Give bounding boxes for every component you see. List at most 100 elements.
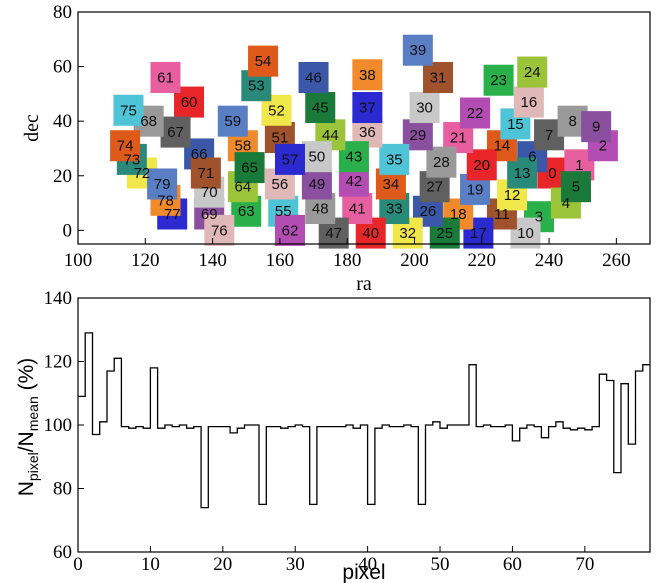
sky-pixel-label-68: 68 bbox=[140, 113, 157, 130]
sky-patch-46 bbox=[298, 62, 329, 94]
top-y-tick-label: 20 bbox=[53, 166, 72, 187]
sky-patch-28 bbox=[426, 146, 457, 178]
sky-pixel-label-29: 29 bbox=[409, 127, 426, 144]
sky-pixel-label-63: 63 bbox=[238, 203, 255, 220]
sky-patch-54 bbox=[248, 45, 279, 77]
sky-patch-79 bbox=[147, 168, 178, 200]
sky-pixel-label-55: 55 bbox=[275, 203, 292, 220]
sky-pixel-label-47: 47 bbox=[325, 225, 342, 242]
bottom-x-tick-label: 70 bbox=[575, 554, 594, 575]
sky-patch-67 bbox=[160, 116, 191, 148]
sky-pixel-label-17: 17 bbox=[470, 225, 487, 242]
bottom-panel: 0 10 20 30 40 50 60 70 60 80 100 120 140 pixel Npix… bbox=[15, 288, 651, 583]
sky-patch-45 bbox=[305, 92, 336, 124]
sky-pixel-label-6: 6 bbox=[528, 149, 536, 166]
sky-pixel-label-3: 3 bbox=[535, 209, 543, 226]
sky-pixel-label-7: 7 bbox=[545, 127, 553, 144]
sky-pixel-label-9: 9 bbox=[592, 119, 600, 136]
bottom-x-tick-label: 20 bbox=[213, 554, 232, 575]
sky-pixel-label-10: 10 bbox=[517, 225, 534, 242]
sky-pixel-label-75: 75 bbox=[120, 102, 137, 119]
sky-pixel-label-57: 57 bbox=[282, 151, 299, 168]
top-x-tick-label: 200 bbox=[400, 250, 429, 271]
bottom-x-axis-label: pixel bbox=[342, 561, 385, 583]
sky-patch-74 bbox=[110, 130, 141, 162]
sky-patch-39 bbox=[402, 34, 433, 66]
top-y-tick-label: 40 bbox=[53, 111, 72, 132]
bottom-x-tick-label: 40 bbox=[358, 554, 377, 575]
bottom-x-tick-label: 50 bbox=[431, 554, 450, 575]
sky-patch-49 bbox=[301, 168, 332, 200]
sky-pixel-label-58: 58 bbox=[235, 138, 252, 155]
sky-pixel-label-78: 78 bbox=[157, 192, 174, 209]
sky-pixel-label-18: 18 bbox=[450, 206, 467, 223]
sky-pixel-label-22: 22 bbox=[467, 105, 484, 122]
top-y-ticks: 0 20 40 60 80 bbox=[53, 2, 84, 241]
bottom-y-tick-label: 100 bbox=[44, 415, 73, 436]
sky-pixel-label-52: 52 bbox=[268, 102, 285, 119]
sky-pixel-label-69: 69 bbox=[201, 206, 218, 223]
sky-pixel-label-31: 31 bbox=[430, 70, 447, 87]
sky-patch-30 bbox=[409, 92, 440, 124]
sky-pixel-label-1: 1 bbox=[575, 157, 583, 174]
bottom-y-tick-label: 140 bbox=[44, 288, 73, 309]
top-x-tick-label: 120 bbox=[131, 250, 160, 271]
sky-pixel-label-62: 62 bbox=[282, 222, 299, 239]
sky-patch-38 bbox=[352, 59, 383, 91]
sky-pixel-label-36: 36 bbox=[359, 124, 376, 141]
sky-pixel-label-15: 15 bbox=[507, 116, 524, 133]
bottom-x-ticks: 0 10 20 30 40 50 60 70 bbox=[73, 546, 594, 575]
bottom-y-tick-label: 120 bbox=[44, 352, 73, 373]
sky-pixel-label-66: 66 bbox=[191, 146, 208, 163]
sky-pixel-label-30: 30 bbox=[416, 100, 433, 117]
sky-pixel-label-72: 72 bbox=[134, 165, 151, 182]
sky-pixel-label-70: 70 bbox=[201, 184, 218, 201]
top-x-tick-label: 240 bbox=[535, 250, 564, 271]
sky-patch-50 bbox=[301, 141, 332, 173]
sky-pixel-label-45: 45 bbox=[312, 100, 329, 117]
top-x-axis-label: ra bbox=[356, 273, 372, 295]
sky-pixel-label-39: 39 bbox=[409, 42, 426, 59]
top-x-tick-label: 140 bbox=[198, 250, 227, 271]
sky-patch-61 bbox=[150, 62, 181, 94]
top-x-tick-label: 220 bbox=[468, 250, 497, 271]
bottom-x-tick-label: 10 bbox=[141, 554, 160, 575]
sky-pixel-label-71: 71 bbox=[198, 165, 215, 182]
sky-pixel-label-37: 37 bbox=[359, 100, 376, 117]
sky-pixel-label-43: 43 bbox=[346, 149, 363, 166]
sky-patch-5 bbox=[560, 171, 591, 203]
sky-pixel-label-35: 35 bbox=[386, 151, 403, 168]
sky-pixel-label-77: 77 bbox=[164, 206, 181, 223]
sky-pixel-label-24: 24 bbox=[524, 64, 541, 81]
top-y-axis-label: dec bbox=[21, 114, 43, 142]
sky-patch-57 bbox=[274, 143, 305, 175]
sky-pixel-label-46: 46 bbox=[305, 70, 322, 87]
top-x-tick-label: 180 bbox=[333, 250, 362, 271]
sky-patch-37 bbox=[352, 92, 383, 124]
bottom-y-tick-label: 60 bbox=[53, 542, 72, 563]
top-axes-frame bbox=[77, 11, 651, 245]
bottom-x-tick-label: 30 bbox=[286, 554, 305, 575]
bottom-x-tick-label: 60 bbox=[503, 554, 522, 575]
sky-pixel-label-26: 26 bbox=[420, 203, 437, 220]
sky-pixel-label-25: 25 bbox=[436, 225, 453, 242]
top-y-tick-label: 60 bbox=[53, 57, 72, 78]
sky-pixel-label-59: 59 bbox=[224, 113, 241, 130]
sky-patch-20 bbox=[466, 149, 497, 181]
sky-pixel-label-54: 54 bbox=[255, 53, 272, 70]
sky-pixel-label-28: 28 bbox=[433, 154, 450, 171]
sky-pixel-label-38: 38 bbox=[359, 67, 376, 84]
sky-pixel-label-40: 40 bbox=[362, 225, 379, 242]
sky-pixel-label-48: 48 bbox=[312, 201, 329, 218]
sky-patch-23 bbox=[483, 64, 514, 96]
sky-pixel-label-73: 73 bbox=[123, 151, 140, 168]
sky-patch-9 bbox=[581, 111, 612, 143]
sky-patch-35 bbox=[379, 143, 410, 175]
sky-pixel-label-41: 41 bbox=[349, 201, 366, 218]
sky-pixel-label-8: 8 bbox=[568, 113, 576, 130]
sky-patch-22 bbox=[460, 97, 491, 129]
sky-pixel-label-60: 60 bbox=[181, 94, 198, 111]
sky-pixel-label-61: 61 bbox=[157, 70, 174, 87]
